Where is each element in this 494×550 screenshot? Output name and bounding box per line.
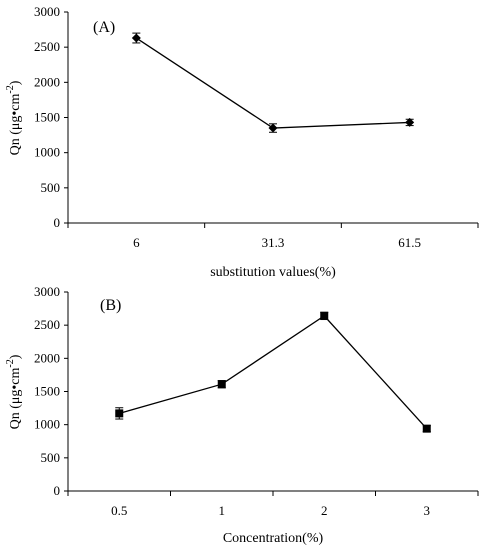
chart-b-x-tick-label: 0.5 <box>111 503 127 518</box>
chart-b-data-point <box>217 380 226 389</box>
chart-a-y-tick-label: 2000 <box>34 74 60 89</box>
chart-b-series-line <box>119 315 428 430</box>
chart-a-y-ticks <box>64 11 68 224</box>
chart-a-y-title-sup: -2 <box>5 85 16 93</box>
chart-b-y-title-close: ) <box>8 354 23 359</box>
chart-a-x-tick-labels: 6 31.3 61.5 <box>133 235 421 250</box>
chart-b-y-axis-title: Qn (μg•cm-2) <box>5 354 23 429</box>
chart-a-y-tick-label: 3000 <box>34 4 60 19</box>
chart-a-line-layer <box>135 37 410 129</box>
chart-b-x-axis-title: Concentration(%) <box>223 531 324 546</box>
chart-a-y-title-main: Qn (μg•cm <box>8 94 23 156</box>
chart-a-x-tick-label: 6 <box>133 235 140 250</box>
chart-b-points <box>115 311 431 433</box>
chart-a-data-point <box>268 123 278 133</box>
chart-b-data-point <box>115 409 124 418</box>
chart-b-x-tick-label: 3 <box>424 503 431 518</box>
chart-a-series-line <box>135 37 410 129</box>
chart-a-y-tick-label: 0 <box>54 215 61 230</box>
chart-a-x-ticks <box>67 223 479 228</box>
chart-a-y-tick-label: 1000 <box>34 145 60 160</box>
chart-b-x-ticks <box>67 491 479 496</box>
chart-a-data-point <box>405 117 415 127</box>
chart-a-y-tick-labels: 0 500 1000 1500 2000 2500 3000 <box>34 4 60 230</box>
chart-b-data-point <box>320 311 329 320</box>
chart-a-points <box>131 33 415 133</box>
chart-a-y-tick-label: 2500 <box>34 39 60 54</box>
chart-b-x-tick-labels: 0.5 1 2 3 <box>111 503 430 518</box>
chart-b-x-tick-label: 2 <box>321 503 328 518</box>
chart-b-error-bars <box>115 311 431 433</box>
chart-a-error-bars <box>132 32 414 133</box>
chart-b-line-layer <box>119 315 428 430</box>
chart-b-y-tick-labels: 0 500 1000 1500 2000 2500 3000 <box>34 284 60 498</box>
chart-b-y-title-main: Qn (μg•cm <box>8 368 23 430</box>
chart-panel-b: 0 500 1000 1500 2000 2500 3000 0.5 1 2 3 (B) Conc… <box>5 284 479 546</box>
chart-b-x-tick-label: 1 <box>219 503 226 518</box>
chart-b-y-tick-label: 3000 <box>34 284 60 299</box>
chart-b-y-tick-label: 2500 <box>34 317 60 332</box>
chart-b-y-tick-label: 500 <box>41 450 61 465</box>
chart-a-x-tick-label: 61.5 <box>398 235 421 250</box>
chart-a-y-title-close: ) <box>8 80 23 85</box>
chart-b-y-tick-label: 1000 <box>34 417 60 432</box>
chart-a-data-point <box>131 33 141 43</box>
chart-a-y-axis-title: Qn (μg•cm-2) <box>5 80 23 155</box>
chart-b-y-title-sup: -2 <box>5 359 16 367</box>
chart-b-y-tick-label: 2000 <box>34 350 60 365</box>
chart-b-y-ticks <box>64 291 68 492</box>
chart-a-y-tick-label: 1500 <box>34 110 60 125</box>
chart-a-panel-label: (A) <box>93 19 115 36</box>
chart-a-x-axis-title: substitution values(%) <box>210 265 336 280</box>
chart-b-data-point <box>422 424 431 433</box>
chart-b-y-tick-label: 0 <box>54 483 61 498</box>
chart-panel-a: 0 500 1000 1500 2000 2500 3000 6 31.3 61.5 (A) s… <box>5 4 479 280</box>
chart-b-panel-label: (B) <box>100 297 121 314</box>
chart-b-y-tick-label: 1500 <box>34 384 60 399</box>
chart-a-x-tick-label: 31.3 <box>262 235 285 250</box>
chart-a-y-tick-label: 500 <box>41 180 61 195</box>
